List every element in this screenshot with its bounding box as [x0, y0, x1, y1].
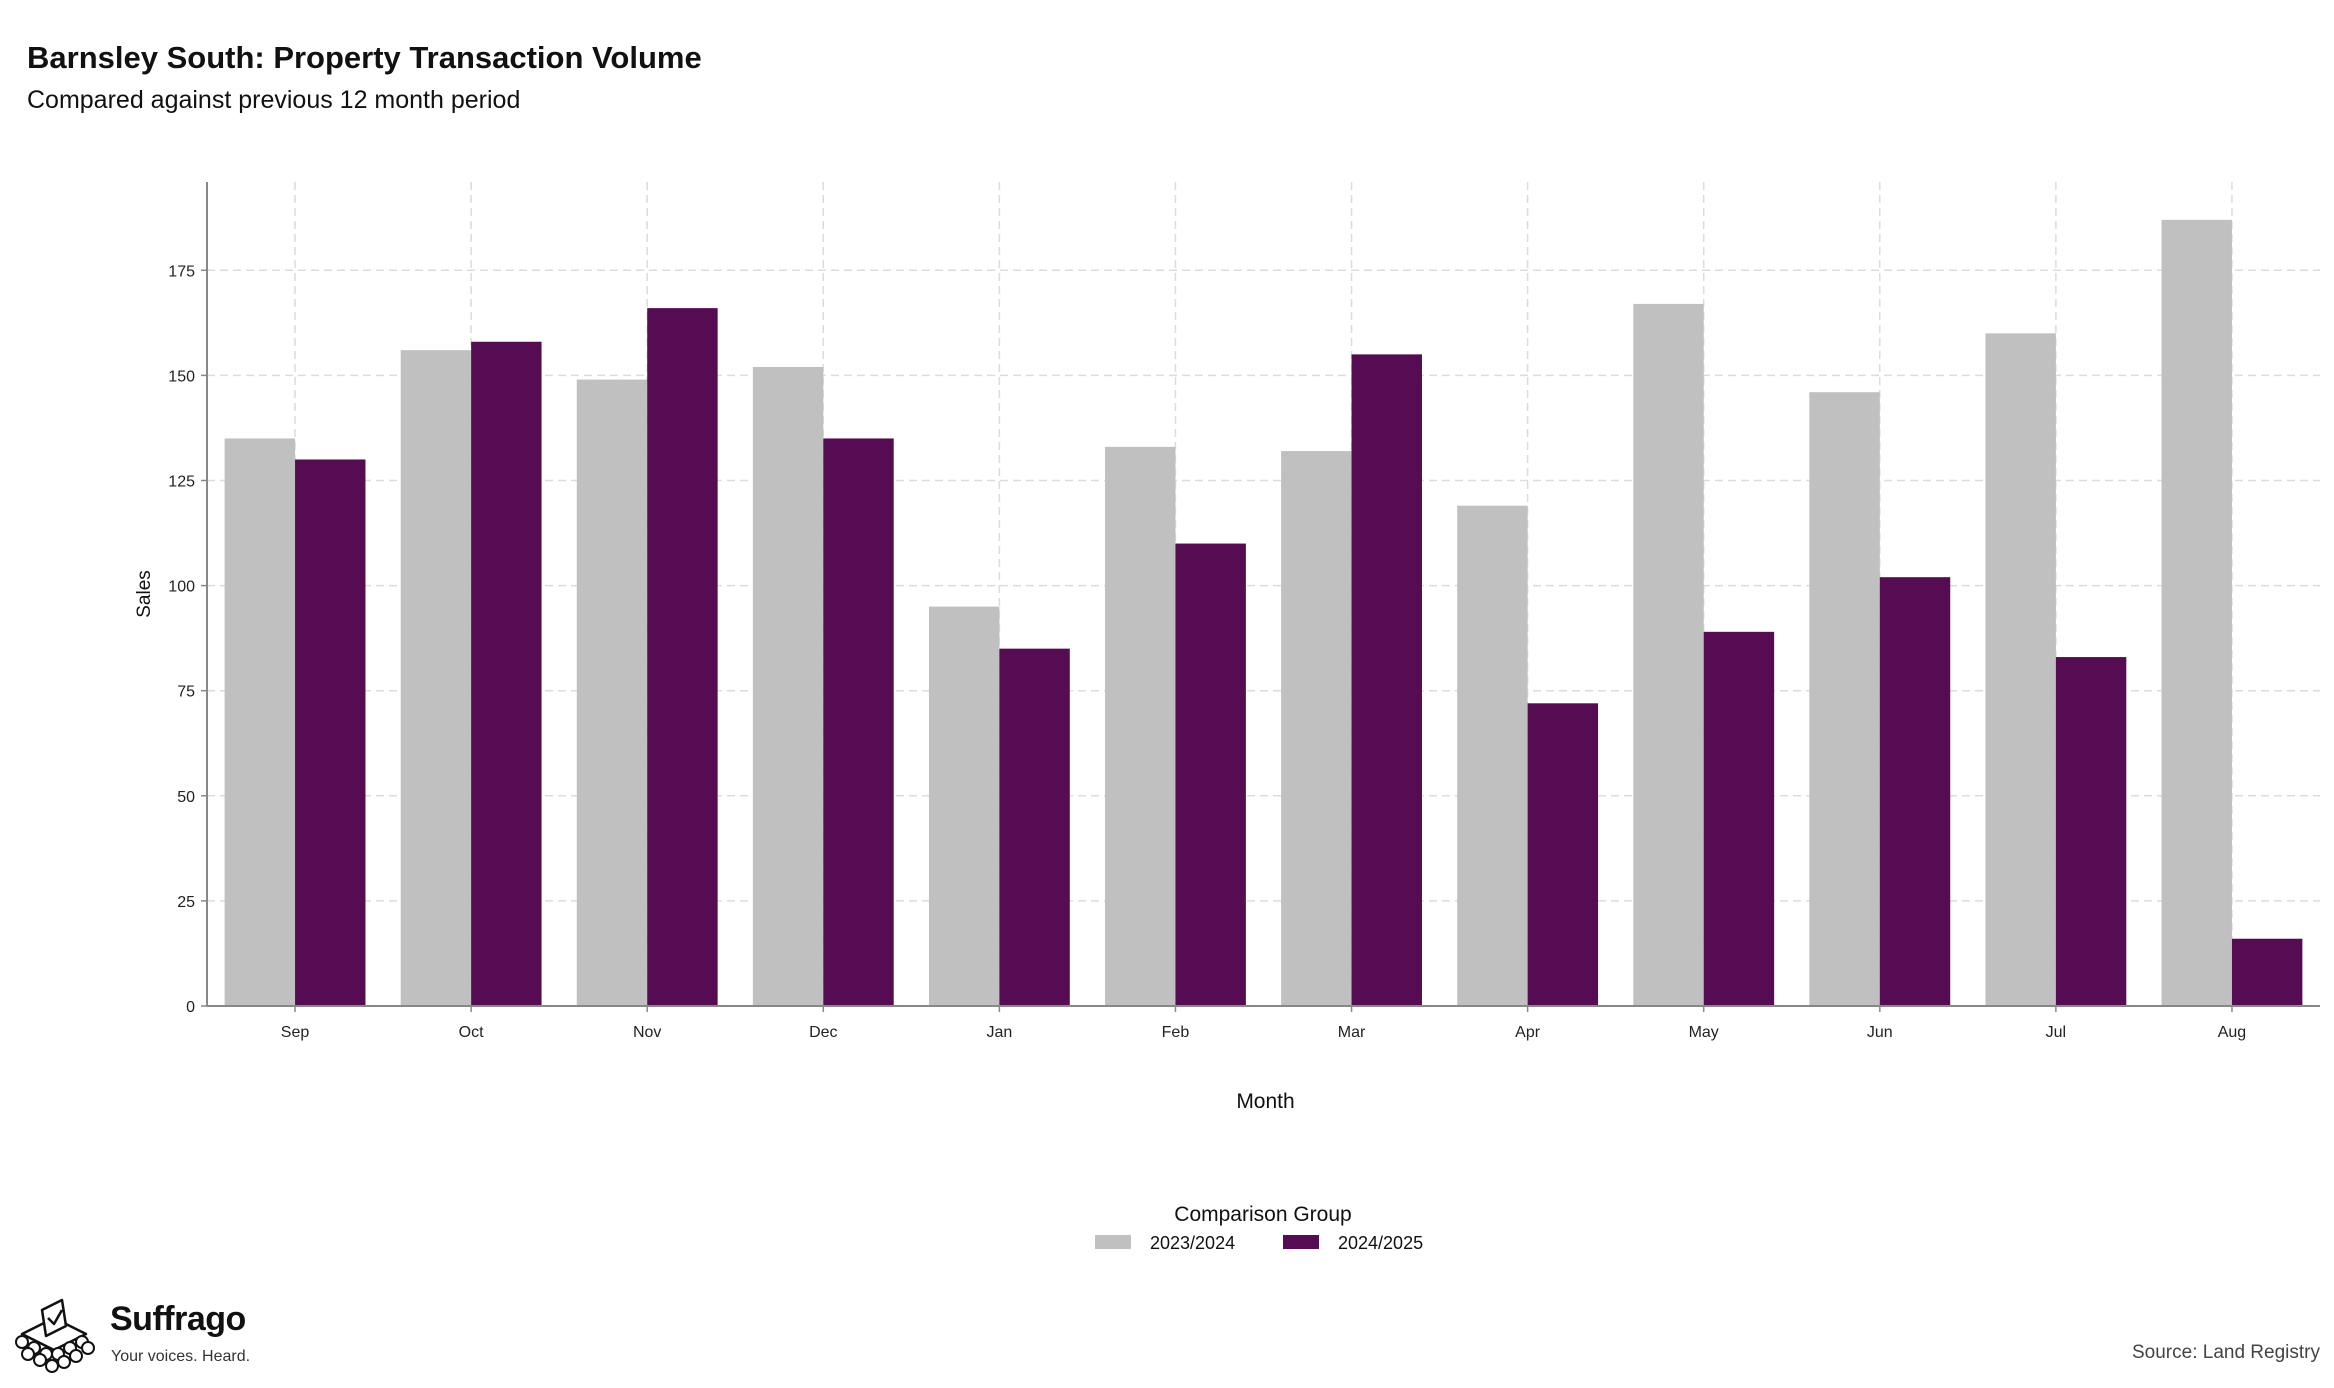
y-tick-label: 100	[168, 579, 195, 596]
bar-sep-2023-2024	[224, 438, 296, 1006]
bar-dec-2023-2024	[752, 366, 824, 1006]
bar-nov-2023-2024	[576, 379, 648, 1007]
bar-aug-2024-2025	[2231, 938, 2303, 1006]
bar-may-2023-2024	[1633, 303, 1704, 1007]
bar-jan-2024-2025	[999, 648, 1070, 1006]
chart-subtitle: Compared against previous 12 month perio…	[27, 86, 521, 114]
y-tick-label: 175	[168, 263, 195, 280]
bar-sep-2024-2025	[295, 459, 366, 1007]
y-tick-label: 0	[186, 999, 195, 1016]
bar-may-2024-2025	[1703, 631, 1775, 1006]
bar-apr-2024-2025	[1527, 703, 1599, 1006]
y-tick-label: 50	[177, 789, 195, 806]
x-tick-label: Jan	[986, 1024, 1012, 1041]
bar-mar-2023-2024	[1281, 451, 1352, 1006]
x-tick-label: Aug	[2218, 1024, 2246, 1041]
bar-nov-2024-2025	[647, 308, 718, 1006]
x-tick-label: Oct	[459, 1024, 484, 1041]
legend-swatch	[1283, 1235, 1319, 1249]
x-axis-title: Month	[1236, 1090, 1294, 1113]
bar-jul-2024-2025	[2055, 657, 2127, 1006]
source-note: Source: Land Registry	[2132, 1342, 2320, 1363]
legend: Comparison Group 2023/2024 2024/2025	[1095, 1203, 1423, 1253]
bar-chart: 0 25 50 75 100 125 150 175 Sep Oct Nov Dec Jan Feb Mar…	[134, 182, 2320, 1253]
bar-oct-2023-2024	[400, 350, 472, 1006]
x-tick-label: Dec	[809, 1024, 837, 1041]
legend-swatch	[1095, 1235, 1131, 1249]
bar-feb-2024-2025	[1175, 543, 1246, 1006]
x-tick-label: May	[1689, 1024, 1719, 1041]
legend-title: Comparison Group	[1174, 1203, 1351, 1226]
bar-apr-2023-2024	[1457, 505, 1528, 1006]
bar-jan-2023-2024	[928, 606, 1000, 1006]
axes: 0 25 50 75 100 125 150 175 Sep Oct Nov Dec Jan Feb Mar…	[134, 182, 2320, 1113]
y-tick-label: 150	[168, 368, 195, 385]
y-axis-title: Sales	[134, 570, 155, 618]
brand-tagline: Your voices. Heard.	[111, 1348, 251, 1365]
x-tick-label: Nov	[633, 1024, 661, 1041]
bars	[224, 219, 2303, 1007]
legend-label: 2023/2024	[1150, 1233, 1235, 1253]
legend-label: 2024/2025	[1338, 1233, 1423, 1253]
y-tick-label: 75	[177, 684, 195, 701]
brand-logo: Suffrago Your voices. Heard.	[14, 1296, 314, 1376]
x-tick-label: Feb	[1162, 1024, 1190, 1041]
bar-oct-2024-2025	[471, 341, 542, 1006]
chart-title: Barnsley South: Property Transaction Vol…	[27, 40, 702, 75]
y-tick-label: 25	[177, 894, 195, 911]
bar-feb-2023-2024	[1105, 446, 1176, 1006]
x-tick-label: Jun	[1867, 1024, 1893, 1041]
x-tick-label: Apr	[1515, 1024, 1541, 1041]
bar-mar-2024-2025	[1351, 354, 1422, 1007]
x-tick-label: Mar	[1338, 1024, 1366, 1041]
brand-name: Suffrago	[110, 1300, 246, 1338]
bar-jul-2023-2024	[1985, 333, 2056, 1006]
y-tick-label: 125	[168, 473, 195, 490]
bar-aug-2023-2024	[2161, 219, 2232, 1006]
bar-dec-2024-2025	[823, 438, 894, 1006]
bar-jun-2023-2024	[1809, 392, 1880, 1006]
x-tick-label: Jul	[2046, 1024, 2066, 1041]
ballot-box-icon	[15, 1298, 95, 1373]
bar-jun-2024-2025	[1879, 577, 1951, 1006]
x-tick-label: Sep	[281, 1024, 310, 1041]
